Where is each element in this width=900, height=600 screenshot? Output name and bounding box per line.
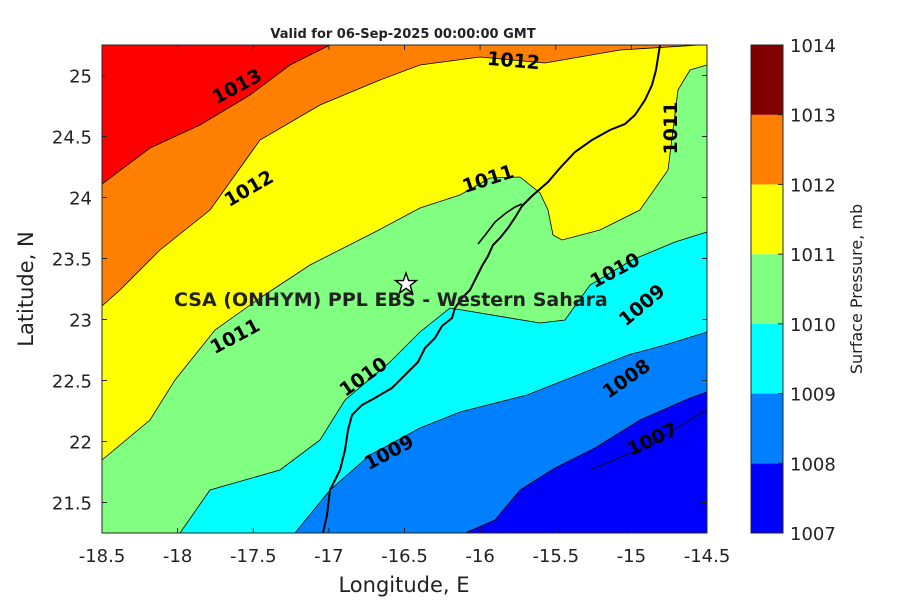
isobar-1008 (464, 391, 707, 533)
colorbar-frame (750, 44, 784, 534)
y-tick-label: 23 (69, 311, 92, 332)
colorbar-tick-label: 1007 (790, 524, 836, 545)
colorbar-segment (751, 393, 783, 464)
isobar-1011 (102, 64, 707, 461)
y-axis-label: Latitude, N (14, 231, 38, 347)
x-tick-label: -18 (163, 546, 192, 567)
isobar-1007 (589, 409, 707, 471)
colorbar-segment (751, 254, 783, 324)
colorbar-tick-label: 1010 (790, 315, 836, 336)
y-tick-label: 22 (69, 433, 92, 454)
contour-lines (102, 45, 707, 533)
colorbar-tick-label: 1012 (790, 175, 836, 196)
y-tick-label: 25 (69, 67, 92, 88)
colorbar-segment (751, 114, 783, 185)
x-tick-label: -17.5 (230, 546, 277, 567)
site-star-marker (393, 270, 419, 295)
y-tick-label: 21.5 (52, 494, 92, 515)
site-name-label: CSA (ONHYM) PPL EBS - Western Sahara (174, 289, 608, 311)
x-tick-label: -16.5 (381, 546, 428, 567)
colorbar: 1007 1008 1009 1010 1011 1012 1013 1014 (750, 36, 836, 545)
isobar-1009 (294, 331, 707, 533)
contour-label: 1011 (660, 102, 682, 155)
colorbar-tick-label: 1014 (790, 36, 836, 57)
x-tick-label: -15 (617, 546, 646, 567)
colorbar-segment (751, 45, 783, 115)
band-1012-1013 (102, 45, 707, 306)
x-axis: -18.5 -18 -17.5 -17 -16.5 -16 -15.5 -15 -14.5 (79, 45, 731, 567)
x-tick-label: -15.5 (532, 546, 579, 567)
colorbar-label: Surface Pressure, mb (847, 204, 866, 374)
plot-area: 1013 1012 1012 1011 1011 1011 1010 1010 … (102, 45, 707, 533)
x-tick-label: -17 (314, 546, 343, 567)
y-tick-label: 22.5 (52, 372, 92, 393)
isobar-1012 (102, 45, 701, 307)
chart-title: Valid for 06-Sep-2025 00:00:00 GMT (270, 27, 535, 42)
colorbar-tick-label: 1013 (790, 106, 836, 127)
isobar-1013 (102, 45, 331, 185)
y-tick-label: 24.5 (52, 128, 92, 149)
colorbar-tick-label: 1009 (790, 385, 836, 406)
dakhla-peninsula (477, 203, 523, 245)
colorbar-segment (751, 323, 783, 394)
x-tick-label: -16 (465, 546, 494, 567)
band-1013-1014 (102, 45, 330, 184)
coastline (322, 45, 661, 533)
colorbar-tick-label: 1011 (790, 245, 836, 266)
colorbar-segment (751, 184, 783, 255)
y-tick-label: 24 (69, 189, 92, 210)
x-tick-label: -14.5 (684, 546, 731, 567)
colorbar-tick-label: 1008 (790, 454, 836, 475)
contour-label: 1012 (486, 48, 541, 75)
isobar-1010 (179, 231, 707, 533)
colorbar-segment (751, 463, 783, 533)
y-axis: 21.5 22 22.5 23 23.5 24 24.5 25 (52, 67, 707, 515)
y-tick-label: 23.5 (52, 250, 92, 271)
x-axis-label: Longitude, E (338, 573, 469, 597)
x-tick-label: -18.5 (79, 546, 126, 567)
